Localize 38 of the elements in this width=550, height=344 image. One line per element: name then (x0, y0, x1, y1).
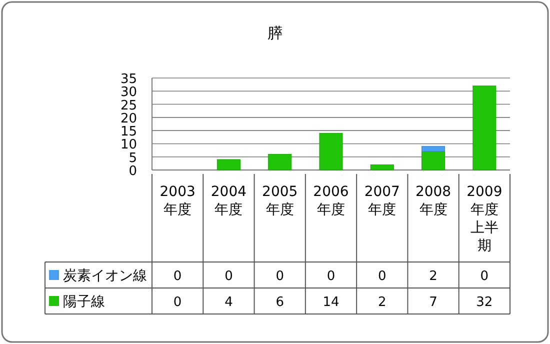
x-tick-label: 2004年度 (210, 184, 247, 218)
x-tick-label: 2008年度 (415, 184, 452, 218)
legend-label: 炭素イオン線 (63, 268, 147, 284)
data-label: 2 (378, 295, 386, 310)
legend-label: 陽子線 (63, 294, 105, 310)
data-label: 32 (476, 295, 493, 310)
y-tick-label: 15 (120, 124, 137, 140)
data-label: 2 (429, 269, 438, 284)
y-tick-label: 20 (120, 111, 137, 126)
data-label: 0 (326, 269, 336, 284)
data-label: 0 (173, 269, 182, 284)
data-label: 14 (322, 295, 340, 310)
bar (216, 159, 240, 170)
chart-title: 膵 (268, 24, 282, 42)
y-tick-label: 30 (120, 85, 137, 100)
x-tick-label: 2003年度 (160, 184, 196, 218)
x-tick-label: 2009年度上半期 (466, 184, 502, 254)
data-label: 4 (224, 295, 233, 310)
x-tick-label: 2007年度 (364, 184, 400, 218)
bar (422, 146, 446, 152)
y-tick-label: 10 (120, 138, 137, 153)
data-label: 0 (378, 269, 386, 284)
data-label: 0 (276, 269, 284, 284)
bar (472, 86, 496, 170)
y-tick-label: 5 (128, 150, 137, 166)
y-tick-label: 35 (120, 72, 137, 87)
data-label: 0 (224, 269, 233, 284)
data-label: 0 (480, 269, 489, 284)
x-tick-label: 2005年度 (262, 184, 298, 218)
data-label: 0 (173, 295, 182, 310)
bar (268, 154, 292, 170)
x-tick-label: 2006年度 (313, 184, 349, 218)
bar (370, 164, 394, 170)
data-label: 6 (276, 295, 284, 310)
data-label: 7 (429, 295, 438, 310)
y-tick-label: 25 (120, 98, 137, 114)
bar (422, 151, 446, 170)
bar (319, 132, 343, 170)
